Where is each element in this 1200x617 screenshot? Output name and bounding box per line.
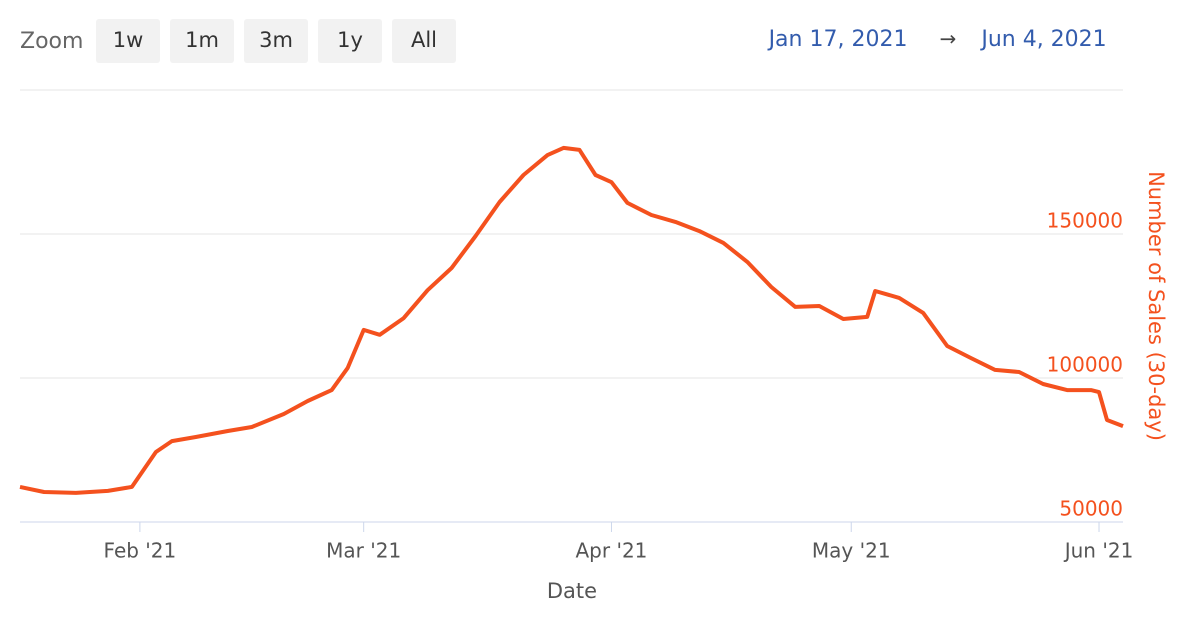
x-tick-label: Feb '21 [104,539,177,563]
x-axis-title: Date [547,579,597,603]
x-tick-label: Jun '21 [1063,539,1134,563]
x-tick-label: Mar '21 [326,539,401,563]
range-to: Jun 4, 2021 [979,27,1106,52]
y-tick-label: 100000 [1047,353,1123,377]
zoom-button[interactable]: 1y [318,19,382,63]
y-tick-label: 150000 [1047,209,1123,233]
button-label[interactable]: 1m [185,28,219,52]
zoom-button[interactable]: All [392,19,456,63]
zoom-button[interactable]: 3m [244,19,308,63]
zoom-label: Zoom [20,29,83,54]
range-from: Jan 17, 2021 [767,27,908,52]
button-background[interactable] [318,19,382,63]
button-background[interactable] [170,19,234,63]
button-label[interactable]: 1y [337,28,363,52]
button-label[interactable]: 1w [113,28,144,52]
button-background[interactable] [244,19,308,63]
button-background[interactable] [96,19,160,63]
y-tick-label: 50000 [1059,497,1123,521]
range-arrow: → [940,27,957,51]
zoom-button[interactable]: 1w [96,19,160,63]
sales-line [19,145,1124,495]
x-tick-label: May '21 [812,539,891,563]
button-label[interactable]: All [411,28,437,52]
x-tick-label: Apr '21 [576,539,648,563]
button-background[interactable] [392,19,456,63]
y-axis-title: Number of Sales (30-day) [1144,171,1168,441]
button-label[interactable]: 3m [259,28,293,52]
zoom-button[interactable]: 1m [170,19,234,63]
